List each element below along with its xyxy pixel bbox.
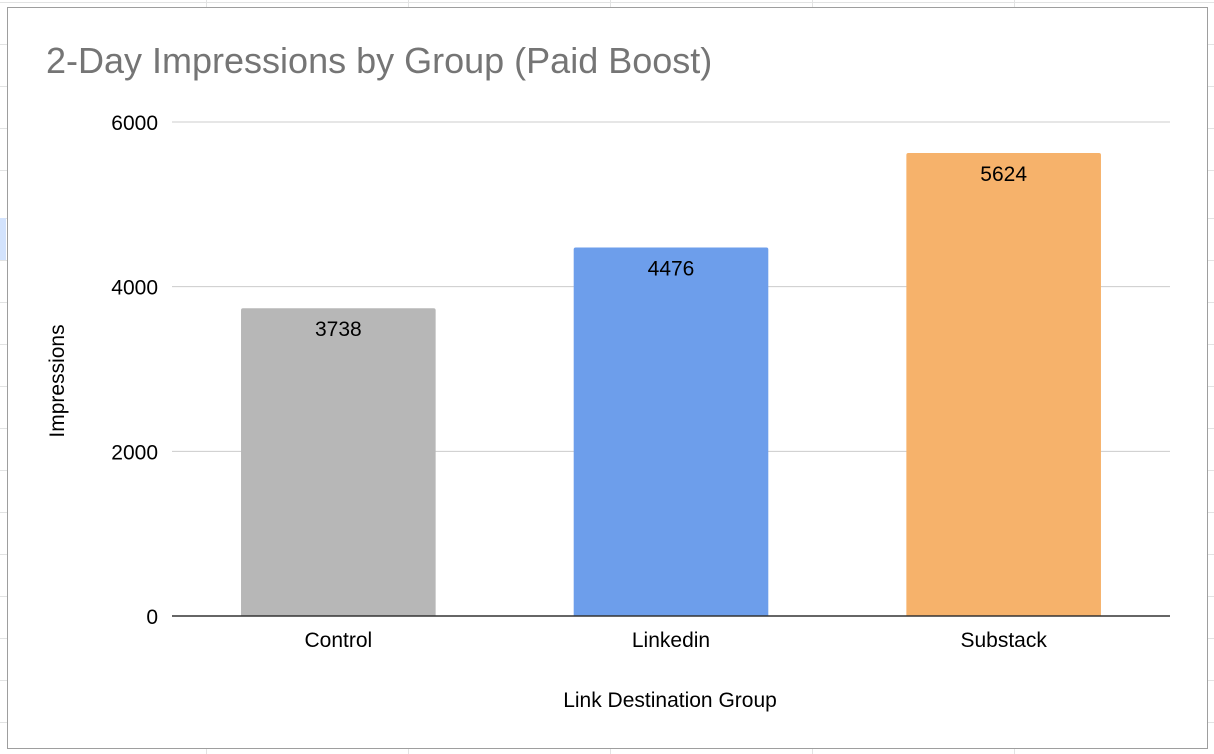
bar-linkedin: [573, 247, 769, 616]
x-category-label: Substack: [960, 629, 1047, 652]
sheet-row-divider: [0, 2, 1214, 3]
x-category-label: Linkedin: [632, 629, 710, 652]
bar-data-label: 3738: [315, 318, 362, 341]
x-axis-title: Link Destination Group: [563, 689, 777, 712]
bar-data-label: 5624: [980, 163, 1027, 186]
y-tick-label: 2000: [111, 441, 158, 464]
y-axis-title: Impressions: [46, 324, 69, 437]
y-tick-label: 6000: [111, 112, 158, 135]
sheet-row-selection-marker: [0, 218, 6, 260]
chart-title: 2-Day Impressions by Group (Paid Boost): [46, 40, 713, 81]
bar-substack: [906, 152, 1101, 616]
bar-control: [241, 308, 436, 616]
x-category-label: Control: [304, 629, 372, 652]
bar-data-label: 4476: [648, 257, 695, 280]
y-tick-label: 0: [146, 606, 158, 629]
y-tick-label: 4000: [111, 277, 158, 300]
